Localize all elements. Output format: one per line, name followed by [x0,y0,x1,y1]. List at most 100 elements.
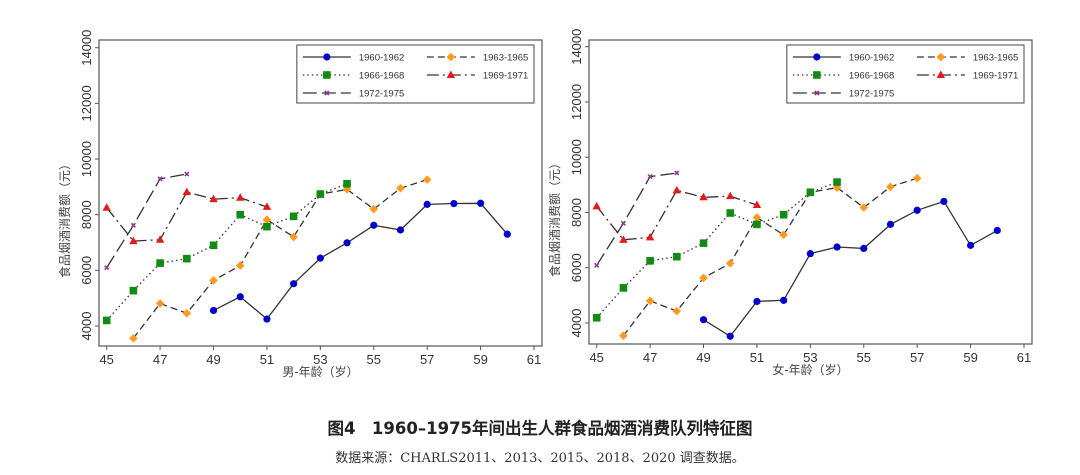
legend-label: 1963-1965 [973,53,1018,64]
legend-label: 1966-1968 [849,71,894,82]
data-point [342,185,352,194]
x-tick-label: 45 [99,352,113,367]
x-tick-label: 51 [260,352,274,367]
legend-label: 1969-1971 [483,71,528,82]
legend-box [786,44,1025,104]
data-point [262,215,272,224]
legend-item: 1969-1971 [426,70,528,82]
series-1960-1962 [699,197,1001,340]
data-point [209,241,218,250]
data-point [343,179,351,188]
legend-item: 1966-1968 [792,71,894,82]
data-point [699,192,708,201]
legend-label: 1972-1975 [849,89,894,100]
data-point [155,235,165,243]
data-point [886,182,895,192]
data-point [262,202,272,210]
legend-item: 1963-1965 [426,53,528,64]
legend-item: 1960-1962 [302,53,404,64]
y-tick-label: 8000 [569,198,584,227]
data-point [993,226,1001,235]
data-point [396,226,405,234]
figure-title: 图4 1960–1975年间出生人群食品烟酒消费队列特征图 [327,419,753,438]
x-axis-label: 女-年龄（岁） [772,362,848,377]
legend-label: 1960-1962 [359,53,404,64]
data-point [155,299,165,308]
y-axis-label: 食品烟酒消费额（元） [57,158,72,278]
data-point [104,264,110,271]
figure-source: 数据来源：CHARLS2011、2013、2015、2018、2020 调查数据… [335,451,745,466]
data-point [156,259,164,267]
x-tick-label: 53 [313,352,327,367]
data-point [726,209,735,217]
y-tick-label: 4000 [79,312,94,341]
x-tick-label: 53 [803,350,817,365]
data-point [833,243,841,251]
legend-item: 1963-1965 [916,53,1018,64]
series-1960-1962 [209,199,511,323]
series-1966-1968 [102,179,351,325]
legend-label: 1960-1962 [849,53,894,64]
legend-marker [813,71,821,79]
data-point [647,173,653,180]
x-tick-label: 61 [1017,350,1031,365]
data-point [129,236,138,245]
series-line [622,177,918,337]
legend-marker [324,90,330,96]
data-point [913,206,921,214]
data-point [316,254,324,262]
data-point [779,230,788,240]
data-point [157,176,163,182]
series-1969-1971 [102,187,272,245]
data-point [833,178,841,186]
data-point [290,280,298,288]
data-point [592,313,601,322]
y-tick-label: 6000 [569,253,584,282]
legend-label: 1966-1968 [359,71,404,82]
data-point [753,220,761,229]
series-1966-1968 [592,178,841,322]
data-point [699,239,708,247]
data-point [263,315,271,323]
x-tick-label: 57 [420,352,434,367]
data-point [859,203,869,212]
data-point [209,306,218,315]
series-line [132,178,428,339]
legend-marker [323,53,331,61]
data-point [672,306,682,316]
data-point [806,188,815,197]
x-tick-label: 51 [750,350,764,365]
x-tick-label: 55 [857,350,871,365]
y-tick-label: 4000 [569,309,584,338]
data-point [726,332,734,340]
series-line [596,181,838,319]
y-tick-label: 12000 [79,85,94,121]
legend-item: 1972-1975 [302,89,404,100]
data-point [726,191,735,200]
data-point [396,183,405,193]
data-point [236,210,245,219]
data-point [130,222,136,228]
data-point [886,220,895,228]
data-point [645,232,655,241]
data-point [592,201,601,210]
data-point [674,170,680,176]
y-tick-label: 14000 [79,30,94,66]
series-line [106,183,348,321]
data-point [912,173,922,183]
data-point [619,235,628,243]
y-tick-label: 10000 [79,141,94,177]
series-line [703,200,998,338]
data-point [289,212,298,221]
data-point [184,171,190,177]
y-tick-label: 10000 [569,139,584,175]
data-point [236,193,245,201]
data-point [182,308,192,318]
legend-marker [446,70,456,78]
legend-label: 1963-1965 [483,53,528,64]
data-point [806,250,814,258]
legend-marker [813,53,821,61]
legend-marker [814,90,820,96]
data-point [369,204,379,214]
y-axis-label: 食品烟酒消费额（元） [547,157,562,277]
